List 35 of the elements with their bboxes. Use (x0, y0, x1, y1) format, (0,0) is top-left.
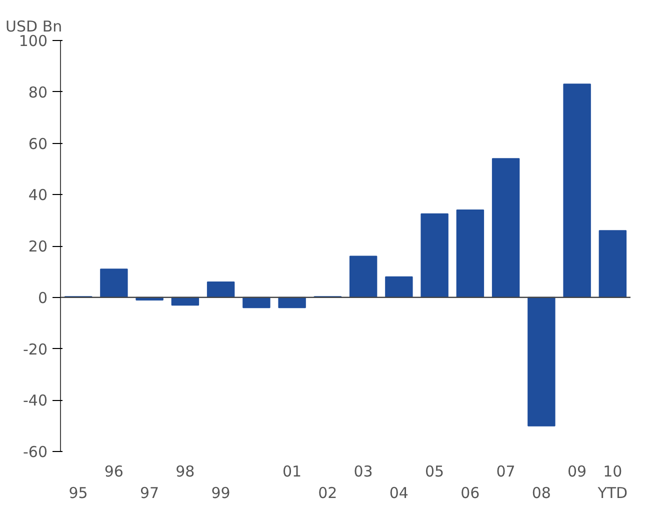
x-tick-label: 95 (68, 484, 88, 502)
bar (420, 213, 448, 298)
x-tick-label: 09 (568, 462, 587, 480)
bar (385, 276, 413, 298)
bar (206, 281, 235, 298)
x-tick-label: 99 (211, 484, 230, 502)
bar (563, 84, 591, 298)
x-tick-label: 96 (104, 462, 124, 480)
bar (492, 158, 520, 298)
x-tick-label: 05 (425, 462, 444, 480)
x-tick-label: 01 (282, 462, 302, 480)
y-tick-label: -60 (23, 443, 48, 461)
y-tick-label: -40 (23, 392, 48, 410)
bar (598, 230, 627, 298)
y-tick-label: 80 (28, 83, 48, 102)
bar (100, 268, 128, 298)
bar (278, 296, 306, 308)
x-tick-label: 06 (460, 484, 480, 502)
x-tick-label: 04 (389, 484, 408, 502)
y-tick-label: 0 (38, 288, 48, 307)
bar (456, 210, 484, 298)
bar (349, 256, 378, 298)
x-tick-label: 02 (318, 484, 338, 502)
y-tick-label: -20 (23, 340, 48, 358)
x-tick-label: 97 (140, 484, 160, 502)
x-tick-label: 10 YTD (596, 462, 628, 502)
y-tick-label: 40 (28, 186, 48, 204)
y-tick-label: 60 (28, 134, 48, 153)
x-tick-label: 08 (532, 484, 551, 502)
bar (242, 296, 270, 308)
bar (528, 296, 556, 426)
x-tick-label: 07 (496, 462, 516, 480)
x-tick-label: 03 (354, 462, 373, 480)
x-tick-label: 98 (176, 462, 195, 480)
y-tick-label: 20 (28, 238, 48, 256)
